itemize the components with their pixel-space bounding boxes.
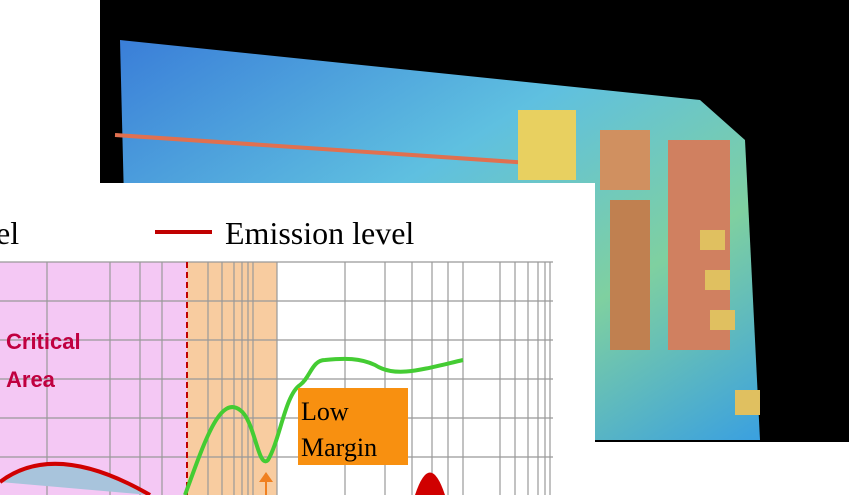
margin-curve bbox=[183, 356, 464, 495]
critical-label: Area bbox=[6, 367, 56, 392]
pcb-chip bbox=[518, 110, 576, 180]
low-margin-box bbox=[298, 388, 408, 465]
low-margin-label: Low bbox=[301, 397, 349, 426]
pcb-trace bbox=[114, 133, 561, 167]
emission-curve bbox=[0, 461, 152, 495]
legend-label: el bbox=[0, 215, 19, 251]
critical-label: Critical bbox=[6, 329, 81, 354]
emission-fill bbox=[0, 463, 150, 495]
arrow bbox=[259, 472, 273, 495]
legend-label: Emission level bbox=[225, 215, 414, 251]
pcb-pads bbox=[700, 230, 760, 415]
grid bbox=[0, 261, 553, 495]
pcb-chip bbox=[600, 130, 650, 190]
emission-peak bbox=[415, 472, 445, 495]
pcb-component bbox=[610, 200, 650, 350]
low-margin-label: Margin bbox=[301, 433, 377, 462]
